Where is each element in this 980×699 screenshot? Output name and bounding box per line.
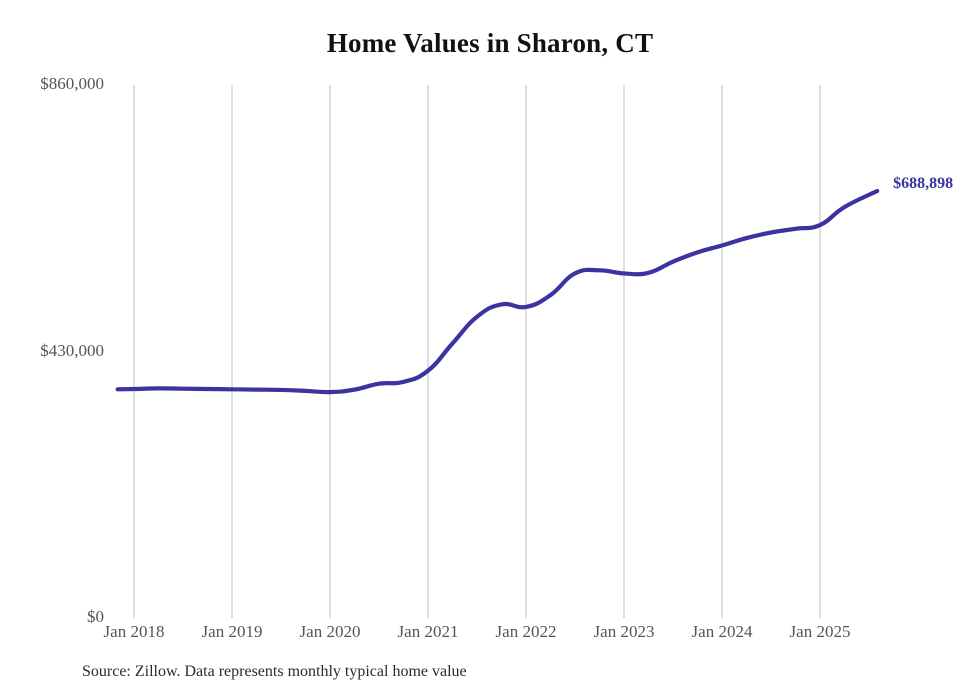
x-tick-label-1: Jan 2019 [201, 622, 263, 641]
end-value-annotation: $688,898 [893, 175, 954, 193]
x-tick-label-3: Jan 2021 [397, 622, 459, 641]
gridlines-group [133, 85, 821, 618]
source-note: Source: Zillow. Data represents monthly … [82, 663, 467, 680]
x-tick-label-0: Jan 2018 [103, 622, 165, 641]
x-tick-label-6: Jan 2024 [691, 622, 753, 641]
page-title: Home Values in Sharon, CT [326, 28, 654, 58]
x-tick-label-4: Jan 2022 [495, 622, 557, 641]
x-tick-label-7: Jan 2025 [789, 622, 851, 641]
x-tick-label-5: Jan 2023 [593, 622, 655, 641]
y-tick-label-0: $860,000 [40, 74, 104, 93]
home-value-line [115, 188, 880, 395]
y-tick-label-2: $0 [87, 607, 104, 626]
x-tick-label-2: Jan 2020 [299, 622, 361, 641]
y-tick-label-1: $430,000 [40, 340, 104, 360]
